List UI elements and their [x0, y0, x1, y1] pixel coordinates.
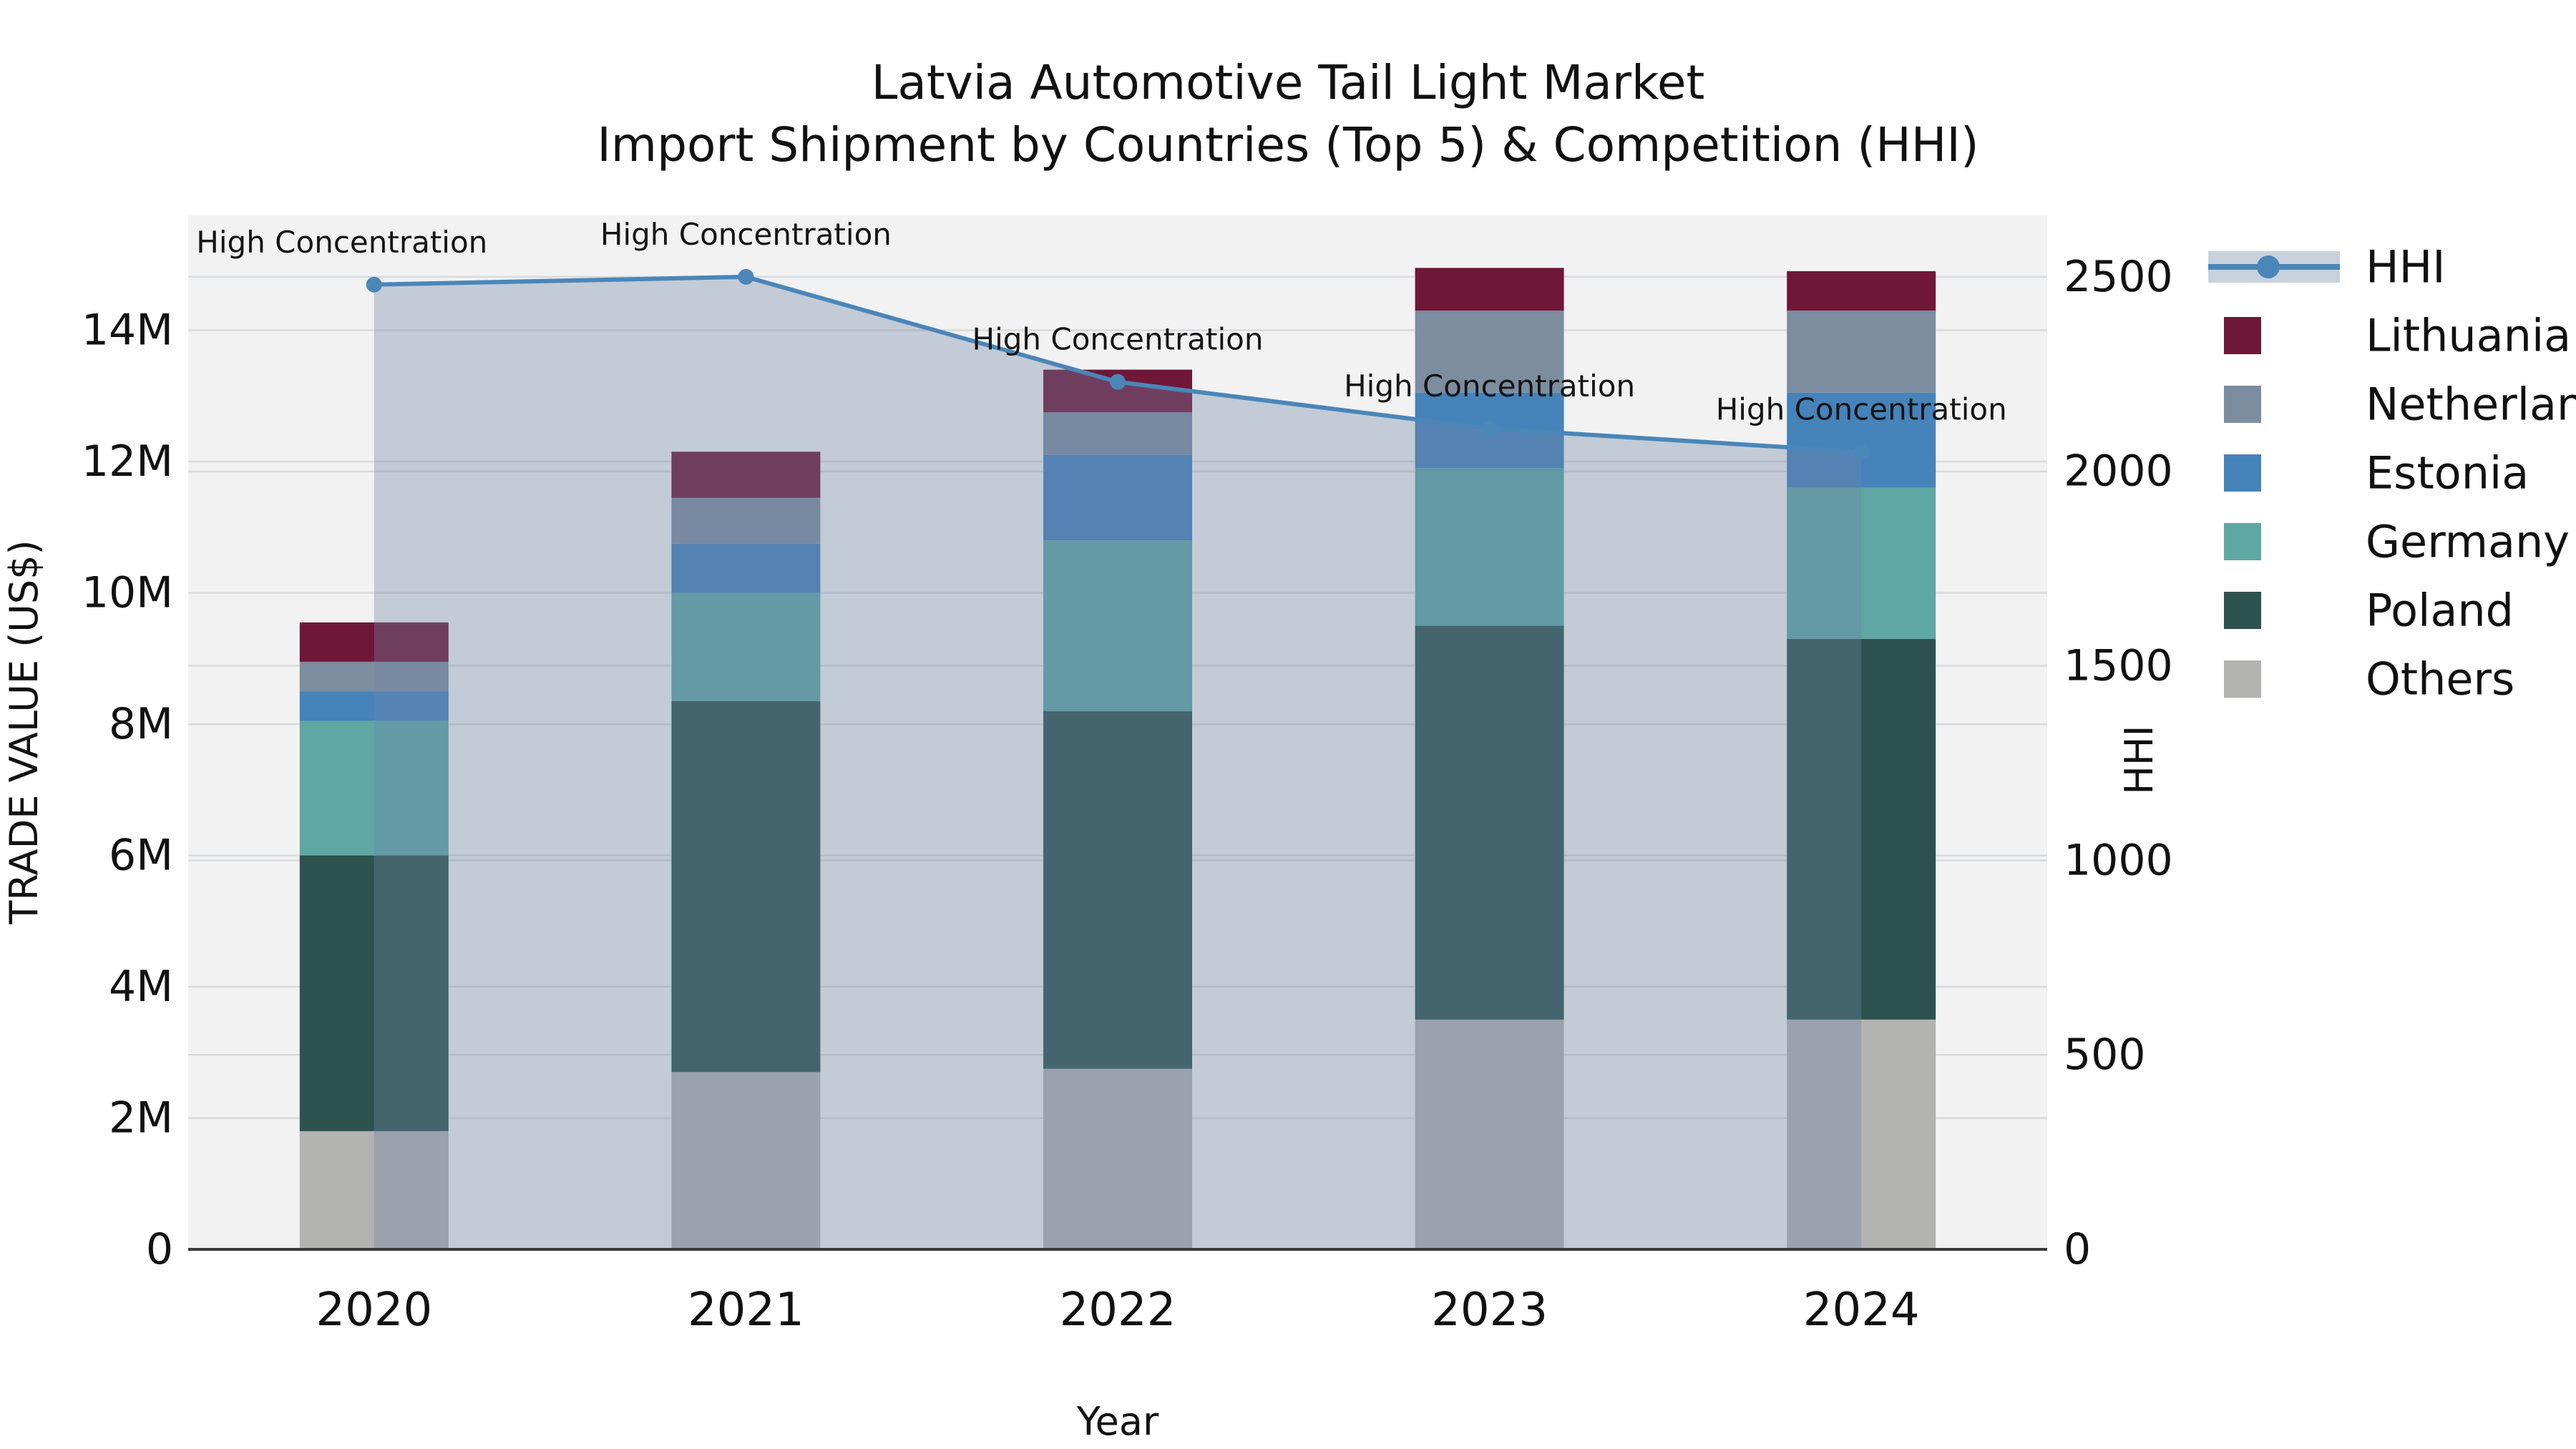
y-left-axis-title: TRADE VALUE (US$) [1, 540, 47, 924]
legend-label-hhi: HHI [2366, 241, 2446, 293]
legend-swatch-others [2224, 660, 2261, 698]
annotation-high-concentration-2020: High Concentration [196, 225, 487, 260]
bar-segment-lithuania-2021 [671, 452, 821, 498]
annotation-high-concentration-2024: High Concentration [1716, 392, 2007, 427]
legend-swatch-estonia [2224, 454, 2261, 492]
annotation-high-concentration-2022: High Concentration [972, 322, 1264, 357]
hhi-marker-2020 [366, 276, 382, 293]
bar-segment-poland-2023 [1415, 625, 1564, 1020]
legend-item-estonia: Estonia [2224, 447, 2529, 499]
legend-label-lithuania: Lithuania [2366, 310, 2571, 362]
bar-segment-netherlands-2020 [299, 661, 449, 692]
legend-item-hhi: HHI [2208, 241, 2446, 293]
y-left-tick-2M: 2M [109, 1093, 173, 1143]
bar-segment-lithuania-2020 [299, 622, 449, 662]
annotation-high-concentration-2023: High Concentration [1344, 369, 1635, 404]
legend-item-others: Others [2224, 653, 2514, 706]
bar-segment-others-2021 [671, 1072, 821, 1249]
bar-segment-others-2024 [1787, 1019, 1936, 1249]
bar-segment-poland-2021 [671, 701, 821, 1073]
y-right-tick-500: 500 [2064, 1030, 2146, 1080]
bar-segment-estonia-2020 [299, 691, 449, 721]
y-right-tick-1000: 1000 [2064, 835, 2173, 885]
bar-segment-estonia-2021 [671, 543, 821, 593]
y-left-tick-4M: 4M [109, 962, 173, 1012]
legend-swatch-germany [2224, 523, 2261, 560]
x-tick-labels: 2020 2021 2022 2023 2024 [316, 1284, 1919, 1337]
legend-swatch-lithuania [2224, 317, 2261, 354]
bar-segment-germany-2020 [299, 721, 449, 856]
chart-title-line2: Import Shipment by Countries (Top 5) & C… [597, 117, 1979, 172]
legend-item-germany: Germany [2224, 516, 2570, 568]
annotations: High Concentration High Concentration High… [196, 217, 2006, 427]
y-right-tick-2000: 2000 [2064, 447, 2173, 497]
x-tick-2023: 2023 [1431, 1284, 1548, 1337]
y-left-tick-10M: 10M [82, 568, 173, 618]
legend-hhi-marker [2257, 255, 2280, 278]
hhi-marker-2023 [1481, 420, 1498, 436]
annotation-high-concentration-2021: High Concentration [600, 217, 892, 252]
bar-segment-poland-2022 [1043, 711, 1192, 1069]
y-left-tick-0: 0 [146, 1224, 173, 1274]
y-right-tick-0: 0 [2064, 1224, 2091, 1274]
bar-segment-netherlands-2023 [1415, 311, 1564, 393]
y-right-tick-2500: 2500 [2064, 252, 2173, 302]
x-tick-2022: 2022 [1060, 1284, 1176, 1337]
bar-segment-others-2022 [1043, 1068, 1192, 1249]
y-left-tick-12M: 12M [82, 436, 173, 487]
bar-segment-netherlands-2022 [1043, 412, 1192, 455]
legend-swatch-netherlands [2224, 386, 2261, 423]
hhi-area-fill [374, 276, 1862, 1250]
y-left-tick-8M: 8M [109, 699, 173, 749]
hhi-marker-2022 [1110, 374, 1126, 390]
legend-label-poland: Poland [2366, 585, 2514, 637]
hhi-area-polygon [374, 276, 1862, 1250]
legend-label-netherlands: Netherlands [2366, 379, 2576, 431]
hhi-marker-2021 [738, 268, 754, 285]
y-right-tick-1500: 1500 [2064, 641, 2173, 691]
bar-segment-estonia-2022 [1043, 454, 1192, 541]
x-tick-2020: 2020 [316, 1284, 432, 1337]
legend-item-poland: Poland [2224, 585, 2514, 637]
bar-segment-estonia-2024 [1787, 392, 1936, 488]
chart-title-line1: Latvia Automotive Tail Light Market [872, 55, 1705, 110]
bar-segment-lithuania-2024 [1787, 270, 1936, 311]
x-axis-title: Year [1076, 1399, 1159, 1444]
y-left-tick-14M: 14M [82, 306, 173, 356]
stacked-bars [299, 268, 1936, 1249]
bar-segment-others-2020 [299, 1131, 449, 1249]
x-tick-2024: 2024 [1803, 1284, 1920, 1337]
y-right-tick-labels: 0 500 1000 1500 2000 2500 [2064, 252, 2173, 1274]
bar-segment-poland-2024 [1787, 638, 1936, 1020]
legend-swatch-poland [2224, 592, 2261, 629]
legend-item-netherlands: Netherlands [2224, 379, 2576, 431]
y-right-axis-title: HHI [2117, 725, 2162, 794]
legend-label-estonia: Estonia [2366, 447, 2529, 499]
bar-segment-poland-2020 [299, 855, 449, 1131]
bar-segment-germany-2022 [1043, 540, 1192, 711]
legend-label-others: Others [2366, 653, 2514, 706]
legend: HHI Lithuania Netherlands Estonia Germany Pol… [2208, 241, 2576, 706]
bar-segment-germany-2023 [1415, 468, 1564, 626]
bar-segment-germany-2021 [671, 592, 821, 701]
legend-item-lithuania: Lithuania [2224, 310, 2571, 362]
y-left-tick-6M: 6M [109, 831, 173, 881]
bar-segment-germany-2024 [1787, 487, 1936, 639]
bar-segment-others-2023 [1415, 1019, 1564, 1249]
y-left-tick-labels: 0 2M 4M 6M 8M 10M 12M 14M [82, 306, 173, 1274]
bar-segment-netherlands-2024 [1787, 311, 1936, 393]
bar-segment-netherlands-2021 [671, 497, 821, 544]
legend-label-germany: Germany [2366, 516, 2570, 568]
x-tick-2021: 2021 [688, 1284, 804, 1337]
hhi-line-markers [366, 268, 1870, 460]
bar-segment-lithuania-2023 [1415, 268, 1564, 311]
hhi-marker-2024 [1853, 444, 1870, 460]
